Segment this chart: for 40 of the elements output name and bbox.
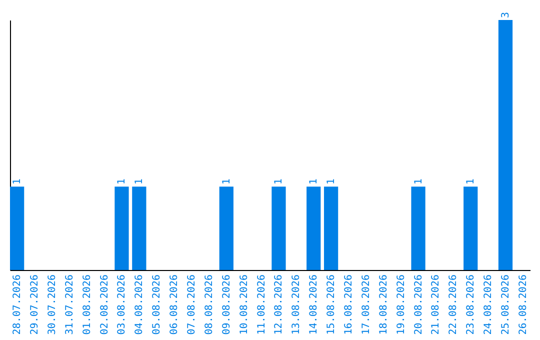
data-label: 1 [466,178,477,185]
x-tick-label: 25.08.2026 [500,274,512,335]
x-tick-label: 26.08.2026 [518,274,529,335]
data-label: 1 [326,178,338,185]
x-tick-label: 01.08.2026 [82,274,93,335]
x-tick-label: 05.08.2026 [152,274,163,335]
x-tick-label: 22.08.2026 [448,274,460,335]
x-tick-label: 16.08.2026 [343,274,354,335]
data-label: 1 [274,178,285,185]
x-tick-label: 03.08.2026 [116,274,128,335]
x-tick-label: 31.07.2026 [64,274,76,335]
x-tick-label: 29.07.2026 [30,274,41,335]
data-label: 1 [413,178,424,185]
data-label: 1 [134,178,146,185]
x-tick-label: 28.07.2026 [12,274,24,335]
x-tick-label: 07.08.2026 [186,274,198,335]
x-tick-label: 30.07.2026 [46,274,58,335]
x-tick-label: 14.08.2026 [308,274,320,335]
x-tick-label: 04.08.2026 [134,274,146,335]
x-tick-label: 18.08.2026 [378,274,390,335]
data-label: 1 [116,178,128,185]
data-label: 1 [12,178,24,185]
data-label: 1 [308,178,320,185]
x-tick-label: 12.08.2026 [274,274,285,335]
x-tick-label: 21.08.2026 [430,274,442,335]
x-tick-label: 08.08.2026 [204,274,215,335]
data-label: 1 [221,178,232,185]
x-tick-label: 15.08.2026 [326,274,338,335]
x-tick-label: 11.08.2026 [256,274,268,335]
x-tick-label: 19.08.2026 [396,274,407,335]
x-tick-label: 13.08.2026 [291,274,302,335]
data-label: 3 [500,12,512,18]
x-tick-label: 24.08.2026 [483,274,494,335]
x-tick-label: 23.08.2026 [466,274,477,335]
x-tick-label: 09.08.2026 [221,274,232,335]
x-tick-label: 02.08.2026 [99,274,110,335]
x-tick-label: 17.08.2026 [360,274,372,335]
x-tick-label: 10.08.2026 [238,274,250,335]
x-tick-label: 06.08.2026 [169,274,180,335]
x-tick-label: 20.08.2026 [413,274,424,335]
